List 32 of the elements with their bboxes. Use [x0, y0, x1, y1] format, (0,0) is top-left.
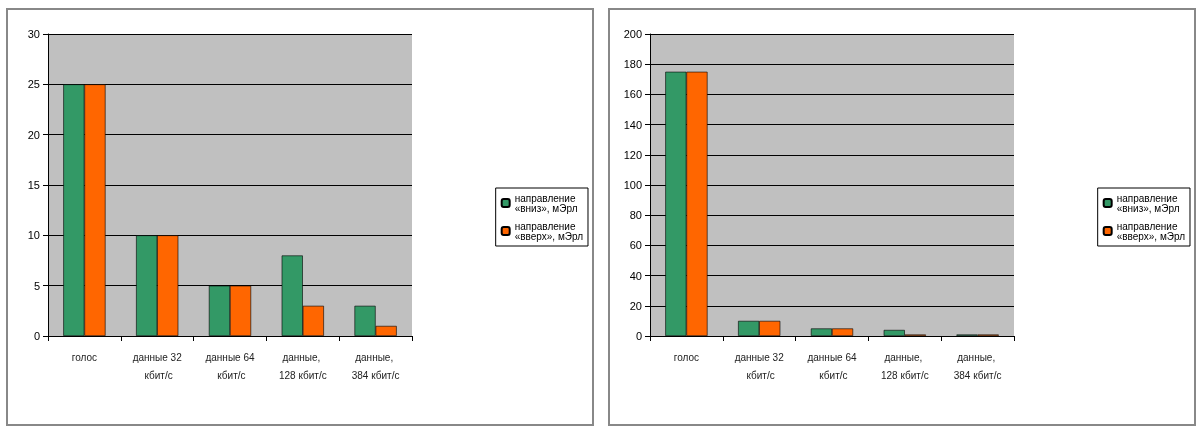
- y-tick-label: 20: [629, 299, 642, 312]
- y-tick-label: 120: [623, 148, 642, 161]
- y-tick-label: 10: [27, 229, 40, 242]
- legend-label: направление «вверх», мЭрл: [514, 220, 584, 242]
- y-tick-label: 180: [623, 58, 642, 71]
- y-tick-label: 5: [33, 279, 40, 292]
- y-tick-label: 140: [623, 118, 642, 131]
- legend-label: направление «вниз», мЭрл: [514, 192, 579, 214]
- y-tick-label: 80: [629, 209, 642, 222]
- y-tick-label: 40: [629, 269, 642, 282]
- x-tick-label: данные, 384 кбит/с: [953, 351, 1002, 381]
- y-tick-label: 15: [27, 179, 40, 191]
- x-tick-label: данные 64 кбит/с: [205, 351, 255, 381]
- x-tick-label: голос: [673, 351, 700, 363]
- legend-label: направление «вниз», мЭрл: [1116, 192, 1181, 214]
- y-tick-label: 0: [33, 330, 40, 342]
- y-tick-label: 200: [623, 28, 642, 40]
- x-tick-label: данные, 128 кбит/с: [880, 351, 929, 381]
- y-tick-label: 0: [635, 330, 642, 342]
- x-tick-label: голос: [71, 351, 98, 363]
- x-tick-label: данные, 128 кбит/с: [278, 351, 327, 381]
- y-tick-label: 100: [623, 179, 642, 191]
- y-tick-label: 30: [27, 28, 40, 40]
- x-tick-label: данные 64 кбит/с: [807, 351, 857, 381]
- y-tick-label: 25: [27, 78, 40, 91]
- x-tick-label: данные 32 кбит/с: [734, 351, 785, 381]
- y-tick-label: 60: [629, 239, 642, 252]
- y-tick-label: 20: [27, 128, 40, 141]
- y-tick-label: 160: [623, 88, 642, 101]
- x-tick-label: данные, 384 кбит/с: [351, 351, 400, 381]
- x-tick-label: данные 32 кбит/с: [132, 351, 183, 381]
- legend-label: направление «вверх», мЭрл: [1116, 220, 1186, 242]
